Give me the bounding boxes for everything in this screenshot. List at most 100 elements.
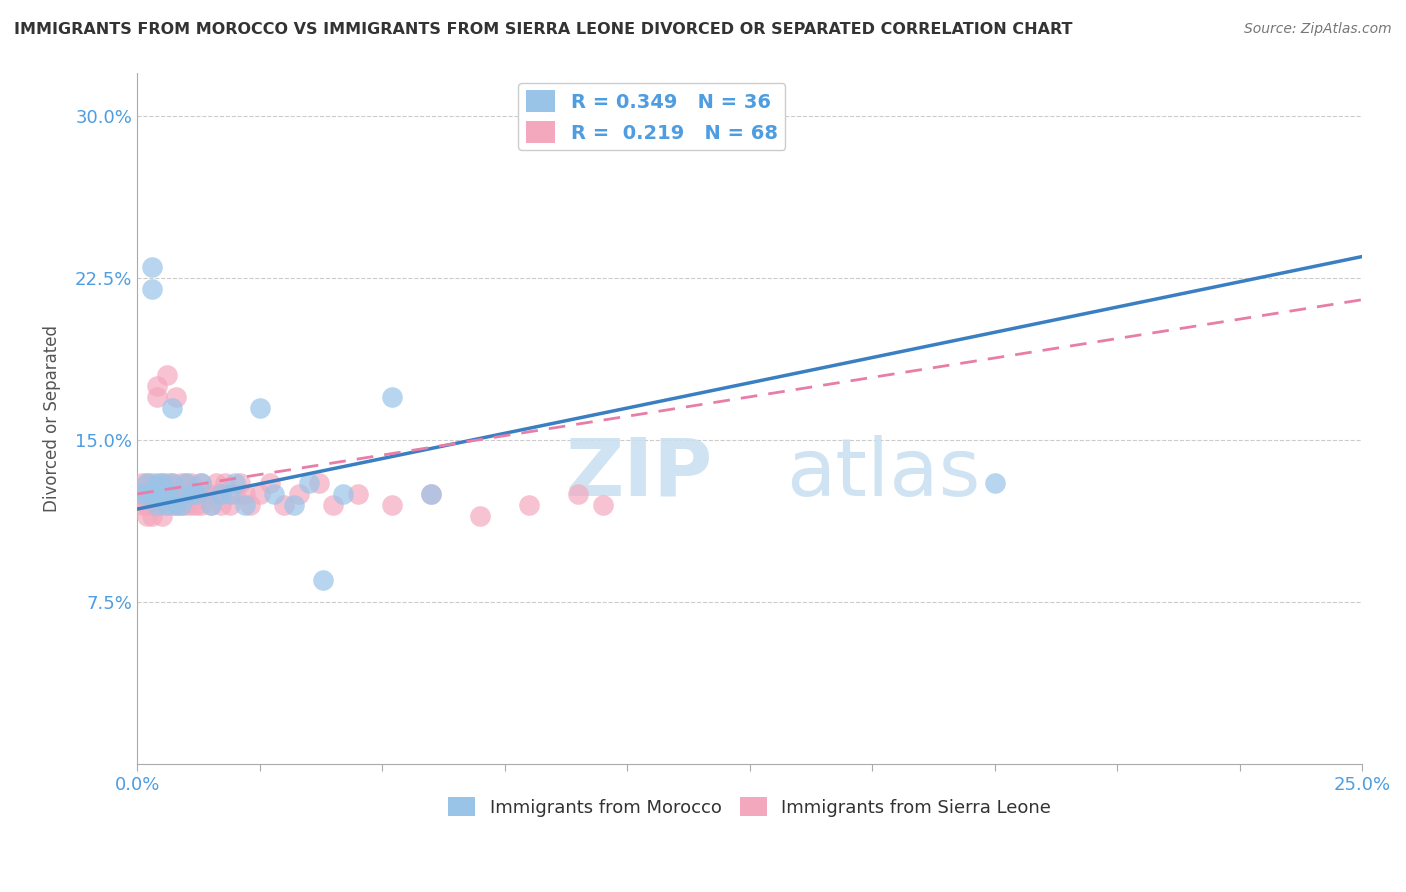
Point — [308, 476, 330, 491]
Point — [184, 498, 207, 512]
Point — [200, 498, 222, 512]
Point — [165, 498, 187, 512]
Point — [170, 476, 193, 491]
Point — [420, 487, 443, 501]
Point — [249, 487, 271, 501]
Point — [150, 498, 173, 512]
Point — [239, 498, 262, 512]
Point — [567, 487, 589, 501]
Point — [381, 498, 404, 512]
Point — [273, 498, 295, 512]
Point — [136, 498, 159, 512]
Point — [249, 401, 271, 415]
Point — [160, 401, 183, 415]
Point — [156, 498, 179, 512]
Point — [141, 282, 163, 296]
Point — [283, 498, 305, 512]
Point — [322, 498, 344, 512]
Point — [180, 498, 202, 512]
Point — [156, 476, 179, 491]
Point — [194, 487, 217, 501]
Y-axis label: Divorced or Separated: Divorced or Separated — [44, 325, 60, 512]
Point — [170, 487, 193, 501]
Text: ZIP: ZIP — [565, 434, 713, 513]
Point — [200, 498, 222, 512]
Point — [233, 498, 256, 512]
Point — [219, 487, 242, 501]
Point — [141, 487, 163, 501]
Point — [141, 476, 163, 491]
Point — [312, 574, 335, 588]
Point — [229, 476, 252, 491]
Text: IMMIGRANTS FROM MOROCCO VS IMMIGRANTS FROM SIERRA LEONE DIVORCED OR SEPARATED CO: IMMIGRANTS FROM MOROCCO VS IMMIGRANTS FR… — [14, 22, 1073, 37]
Point — [146, 487, 169, 501]
Point — [470, 508, 492, 523]
Point — [150, 508, 173, 523]
Legend: Immigrants from Morocco, Immigrants from Sierra Leone: Immigrants from Morocco, Immigrants from… — [441, 789, 1059, 824]
Point — [150, 487, 173, 501]
Point — [224, 476, 246, 491]
Point — [136, 476, 159, 491]
Point — [160, 476, 183, 491]
Point — [156, 487, 179, 501]
Point — [332, 487, 354, 501]
Point — [190, 476, 212, 491]
Point — [160, 498, 183, 512]
Point — [209, 487, 232, 501]
Point — [298, 476, 321, 491]
Point — [381, 390, 404, 404]
Point — [214, 476, 236, 491]
Point — [146, 498, 169, 512]
Point — [146, 379, 169, 393]
Point — [170, 498, 193, 512]
Point — [174, 498, 197, 512]
Point — [184, 487, 207, 501]
Point — [288, 487, 311, 501]
Point — [156, 498, 179, 512]
Point — [190, 498, 212, 512]
Point — [346, 487, 368, 501]
Point — [224, 487, 246, 501]
Point — [165, 390, 187, 404]
Point — [219, 498, 242, 512]
Point — [131, 476, 153, 491]
Point — [160, 476, 183, 491]
Point — [174, 476, 197, 491]
Point — [146, 476, 169, 491]
Point — [180, 476, 202, 491]
Point — [156, 368, 179, 383]
Point — [190, 476, 212, 491]
Point — [141, 260, 163, 275]
Point — [131, 487, 153, 501]
Point — [136, 508, 159, 523]
Point — [180, 487, 202, 501]
Point — [150, 476, 173, 491]
Point — [136, 476, 159, 491]
Point — [165, 487, 187, 501]
Point — [209, 498, 232, 512]
Point — [420, 487, 443, 501]
Point — [146, 498, 169, 512]
Point — [204, 476, 226, 491]
Point — [165, 498, 187, 512]
Point — [984, 476, 1007, 491]
Point — [156, 487, 179, 501]
Point — [131, 487, 153, 501]
Point — [141, 498, 163, 512]
Point — [233, 487, 256, 501]
Point — [174, 476, 197, 491]
Point — [131, 498, 153, 512]
Point — [517, 498, 540, 512]
Point — [209, 487, 232, 501]
Point — [150, 487, 173, 501]
Point — [141, 508, 163, 523]
Point — [259, 476, 281, 491]
Point — [184, 487, 207, 501]
Point — [146, 390, 169, 404]
Point — [136, 487, 159, 501]
Point — [141, 487, 163, 501]
Point — [160, 487, 183, 501]
Point — [146, 487, 169, 501]
Point — [592, 498, 614, 512]
Point — [141, 487, 163, 501]
